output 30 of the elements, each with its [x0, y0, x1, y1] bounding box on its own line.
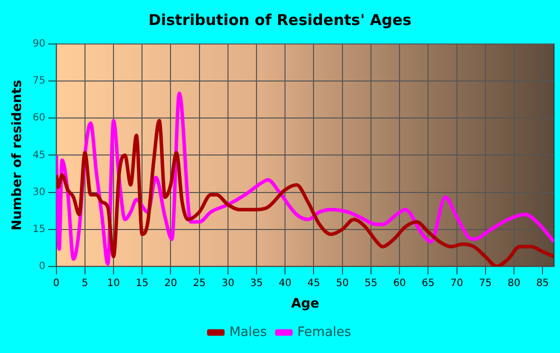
x-tick-label: 80 [508, 278, 520, 289]
x-tick-label: 15 [136, 278, 148, 289]
x-tick-label: 30 [222, 278, 234, 289]
x-tick-label: 0 [53, 278, 60, 289]
y-axis-title: Number of residents [10, 80, 26, 231]
x-axis-title: Age [291, 296, 320, 312]
y-tick-label: 75 [32, 76, 46, 87]
legend-label: Males [229, 324, 268, 340]
y-tick-label: 90 [32, 38, 46, 50]
y-tick-label: 60 [32, 112, 46, 124]
x-tick-label: 5 [82, 278, 88, 289]
x-tick-label: 10 [107, 278, 120, 289]
x-tick-label: 20 [164, 278, 178, 289]
x-tick-label: 70 [450, 278, 464, 289]
y-tick-label: 30 [32, 186, 46, 198]
chart-title: Distribution of Residents' Ages [148, 10, 412, 29]
legend-label: Females [297, 324, 352, 340]
x-tick-label: 50 [336, 278, 349, 289]
x-tick-label: 75 [478, 278, 492, 289]
y-tick-label: 0 [38, 260, 46, 272]
x-tick-label: 25 [192, 278, 206, 289]
x-tick-label: 45 [307, 278, 320, 289]
y-tick-label: 15 [32, 224, 46, 235]
x-tick-label: 55 [364, 278, 378, 289]
y-tick-label: 45 [32, 150, 46, 161]
x-tick-label: 65 [422, 278, 435, 289]
x-tick-label: 60 [393, 278, 406, 289]
x-tick-label: 35 [250, 278, 263, 289]
x-tick-label: 85 [536, 278, 549, 289]
x-tick-label: 40 [278, 278, 292, 289]
